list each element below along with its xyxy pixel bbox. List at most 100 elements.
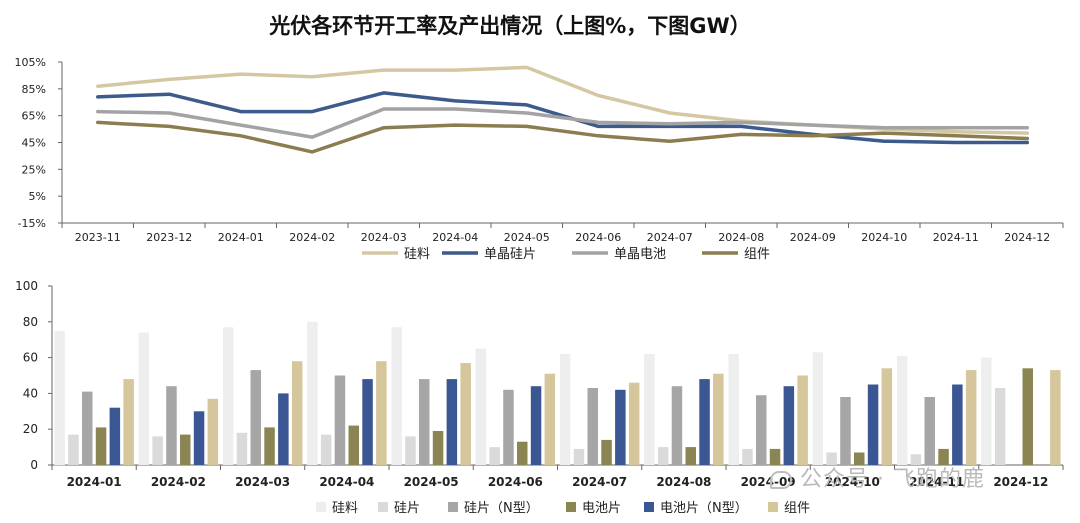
x-tick-label: 2024-11 xyxy=(933,231,979,244)
bar-硅片（N型） xyxy=(419,379,430,465)
bar-硅片 xyxy=(742,448,753,465)
legend-label: 单晶电池 xyxy=(614,247,666,262)
bar-硅料 xyxy=(54,330,65,466)
bar-硅片 xyxy=(236,432,248,465)
bar-硅片 xyxy=(573,448,585,465)
y-tick-label: 45% xyxy=(22,137,46,150)
y-tick-label: -15% xyxy=(18,217,46,230)
x-tick-label: 2024-04 xyxy=(319,475,374,489)
bar-电池片 xyxy=(95,427,107,465)
bar-组件 xyxy=(713,373,724,465)
utilization-line-chart: 105% 85% 65% 45% 25% 5% -15% 2023-11 2023-12 2024… xyxy=(15,56,1064,262)
y-tick-label: 25% xyxy=(22,163,46,176)
legend-label: 单晶硅片 xyxy=(484,247,536,262)
bar-硅片（N型） xyxy=(166,386,177,465)
bar-硅片（N型） xyxy=(334,375,346,465)
x-tick-label: 2024-12 xyxy=(1004,231,1050,244)
bar-硅片 xyxy=(68,434,79,465)
bar-电池片（N型） xyxy=(699,379,710,465)
bar-组件 xyxy=(291,361,303,465)
legend-swatch xyxy=(448,502,458,512)
bar-电池片 xyxy=(348,425,359,465)
bar-组件 xyxy=(207,398,219,465)
bar-组件 xyxy=(628,382,640,465)
bar-硅片 xyxy=(320,434,332,465)
bar-硅片 xyxy=(826,452,837,465)
bar-硅料 xyxy=(475,348,487,465)
bar-硅料 xyxy=(896,355,908,465)
x-tick-label: 2024-04 xyxy=(432,231,478,244)
bar-电池片（N型） xyxy=(362,379,373,465)
bar-电池片 xyxy=(854,452,865,465)
x-tick-label: 2024-01 xyxy=(218,231,264,244)
x-tick-label: 2024-08 xyxy=(718,231,764,244)
x-tick-label: 2024-06 xyxy=(575,231,621,244)
x-tick-label: 2023-12 xyxy=(146,231,192,244)
bar-硅片（N型） xyxy=(250,370,261,465)
bar-电池片（N型） xyxy=(278,393,289,465)
x-tick-label: 2024-05 xyxy=(504,231,550,244)
x-tick-label: 2024-09 xyxy=(790,231,836,244)
bar-电池片 xyxy=(517,441,528,465)
legend-label: 组件 xyxy=(744,247,770,262)
bar-电池片 xyxy=(685,447,696,465)
bar-组件 xyxy=(544,373,556,465)
bar-硅料 xyxy=(812,352,824,465)
x-tick-label: 2024-02 xyxy=(289,231,335,244)
wechat-icon xyxy=(770,471,792,489)
x-tick-label: 2024-07 xyxy=(572,475,627,489)
bar-硅片 xyxy=(489,447,500,465)
bar-硅片（N型） xyxy=(82,391,93,465)
bar-硅料 xyxy=(981,357,992,465)
legend-label: 组件 xyxy=(784,501,810,516)
y-tick-label: 80 xyxy=(23,315,38,329)
bar-电池片 xyxy=(264,427,275,465)
bar-硅片（N型） xyxy=(840,397,851,465)
bar-硅片 xyxy=(994,388,1006,465)
bar-硅片 xyxy=(657,447,669,465)
bar-电池片 xyxy=(769,448,781,465)
x-tick-label: 2024-03 xyxy=(235,475,290,489)
series-line-单晶硅片 xyxy=(96,91,1030,145)
bar-组件 xyxy=(881,368,893,465)
y-tick-label: 100 xyxy=(15,279,38,293)
series-line-单晶电池 xyxy=(96,107,1030,139)
x-tick-label: 2024-02 xyxy=(151,475,206,489)
x-tick-label: 2024-12 xyxy=(993,475,1048,489)
x-tick-label: 2024-08 xyxy=(656,475,711,489)
bar-电池片（N型） xyxy=(952,384,963,465)
bar-电池片（N型） xyxy=(193,411,205,465)
legend-label: 电池片（N型） xyxy=(660,501,748,516)
bar-硅料 xyxy=(307,321,318,465)
legend-label: 硅片 xyxy=(394,501,420,516)
x-tick-label: 2024-03 xyxy=(361,231,407,244)
bar-硅片（N型） xyxy=(671,386,683,465)
x-tick-label: 2023-11 xyxy=(75,231,121,244)
legend-swatch xyxy=(378,502,388,512)
legend-swatch xyxy=(316,502,326,512)
bar-组件 xyxy=(460,363,471,465)
y-tick-label: 85% xyxy=(22,83,46,96)
legend-swatch xyxy=(566,502,576,512)
bar-电池片（N型） xyxy=(446,379,458,465)
bar-组件 xyxy=(376,361,387,465)
legend-label: 硅片（N型） xyxy=(464,501,539,516)
legend-swatch xyxy=(768,502,778,512)
bar-硅料 xyxy=(391,327,402,465)
bar-电池片 xyxy=(601,439,612,465)
bar-硅料 xyxy=(559,354,571,465)
x-tick-label: 2024-10 xyxy=(825,475,880,489)
bar-硅料 xyxy=(644,354,655,465)
bar-硅片 xyxy=(910,454,922,465)
y-tick-label: 65% xyxy=(22,110,46,123)
y-tick-label: 105% xyxy=(15,56,46,69)
y-tick-label: 20 xyxy=(23,422,38,436)
bar-电池片（N型） xyxy=(783,386,795,465)
series-line-组件 xyxy=(96,120,1030,154)
x-tick-label: 2024-10 xyxy=(861,231,907,244)
bar-组件 xyxy=(1050,370,1061,465)
y-tick-label: 40 xyxy=(23,386,38,400)
page-title: 光伏各环节开工率及产出情况（上图%，下图GW） xyxy=(269,14,751,38)
legend-label: 电池片 xyxy=(582,501,621,516)
